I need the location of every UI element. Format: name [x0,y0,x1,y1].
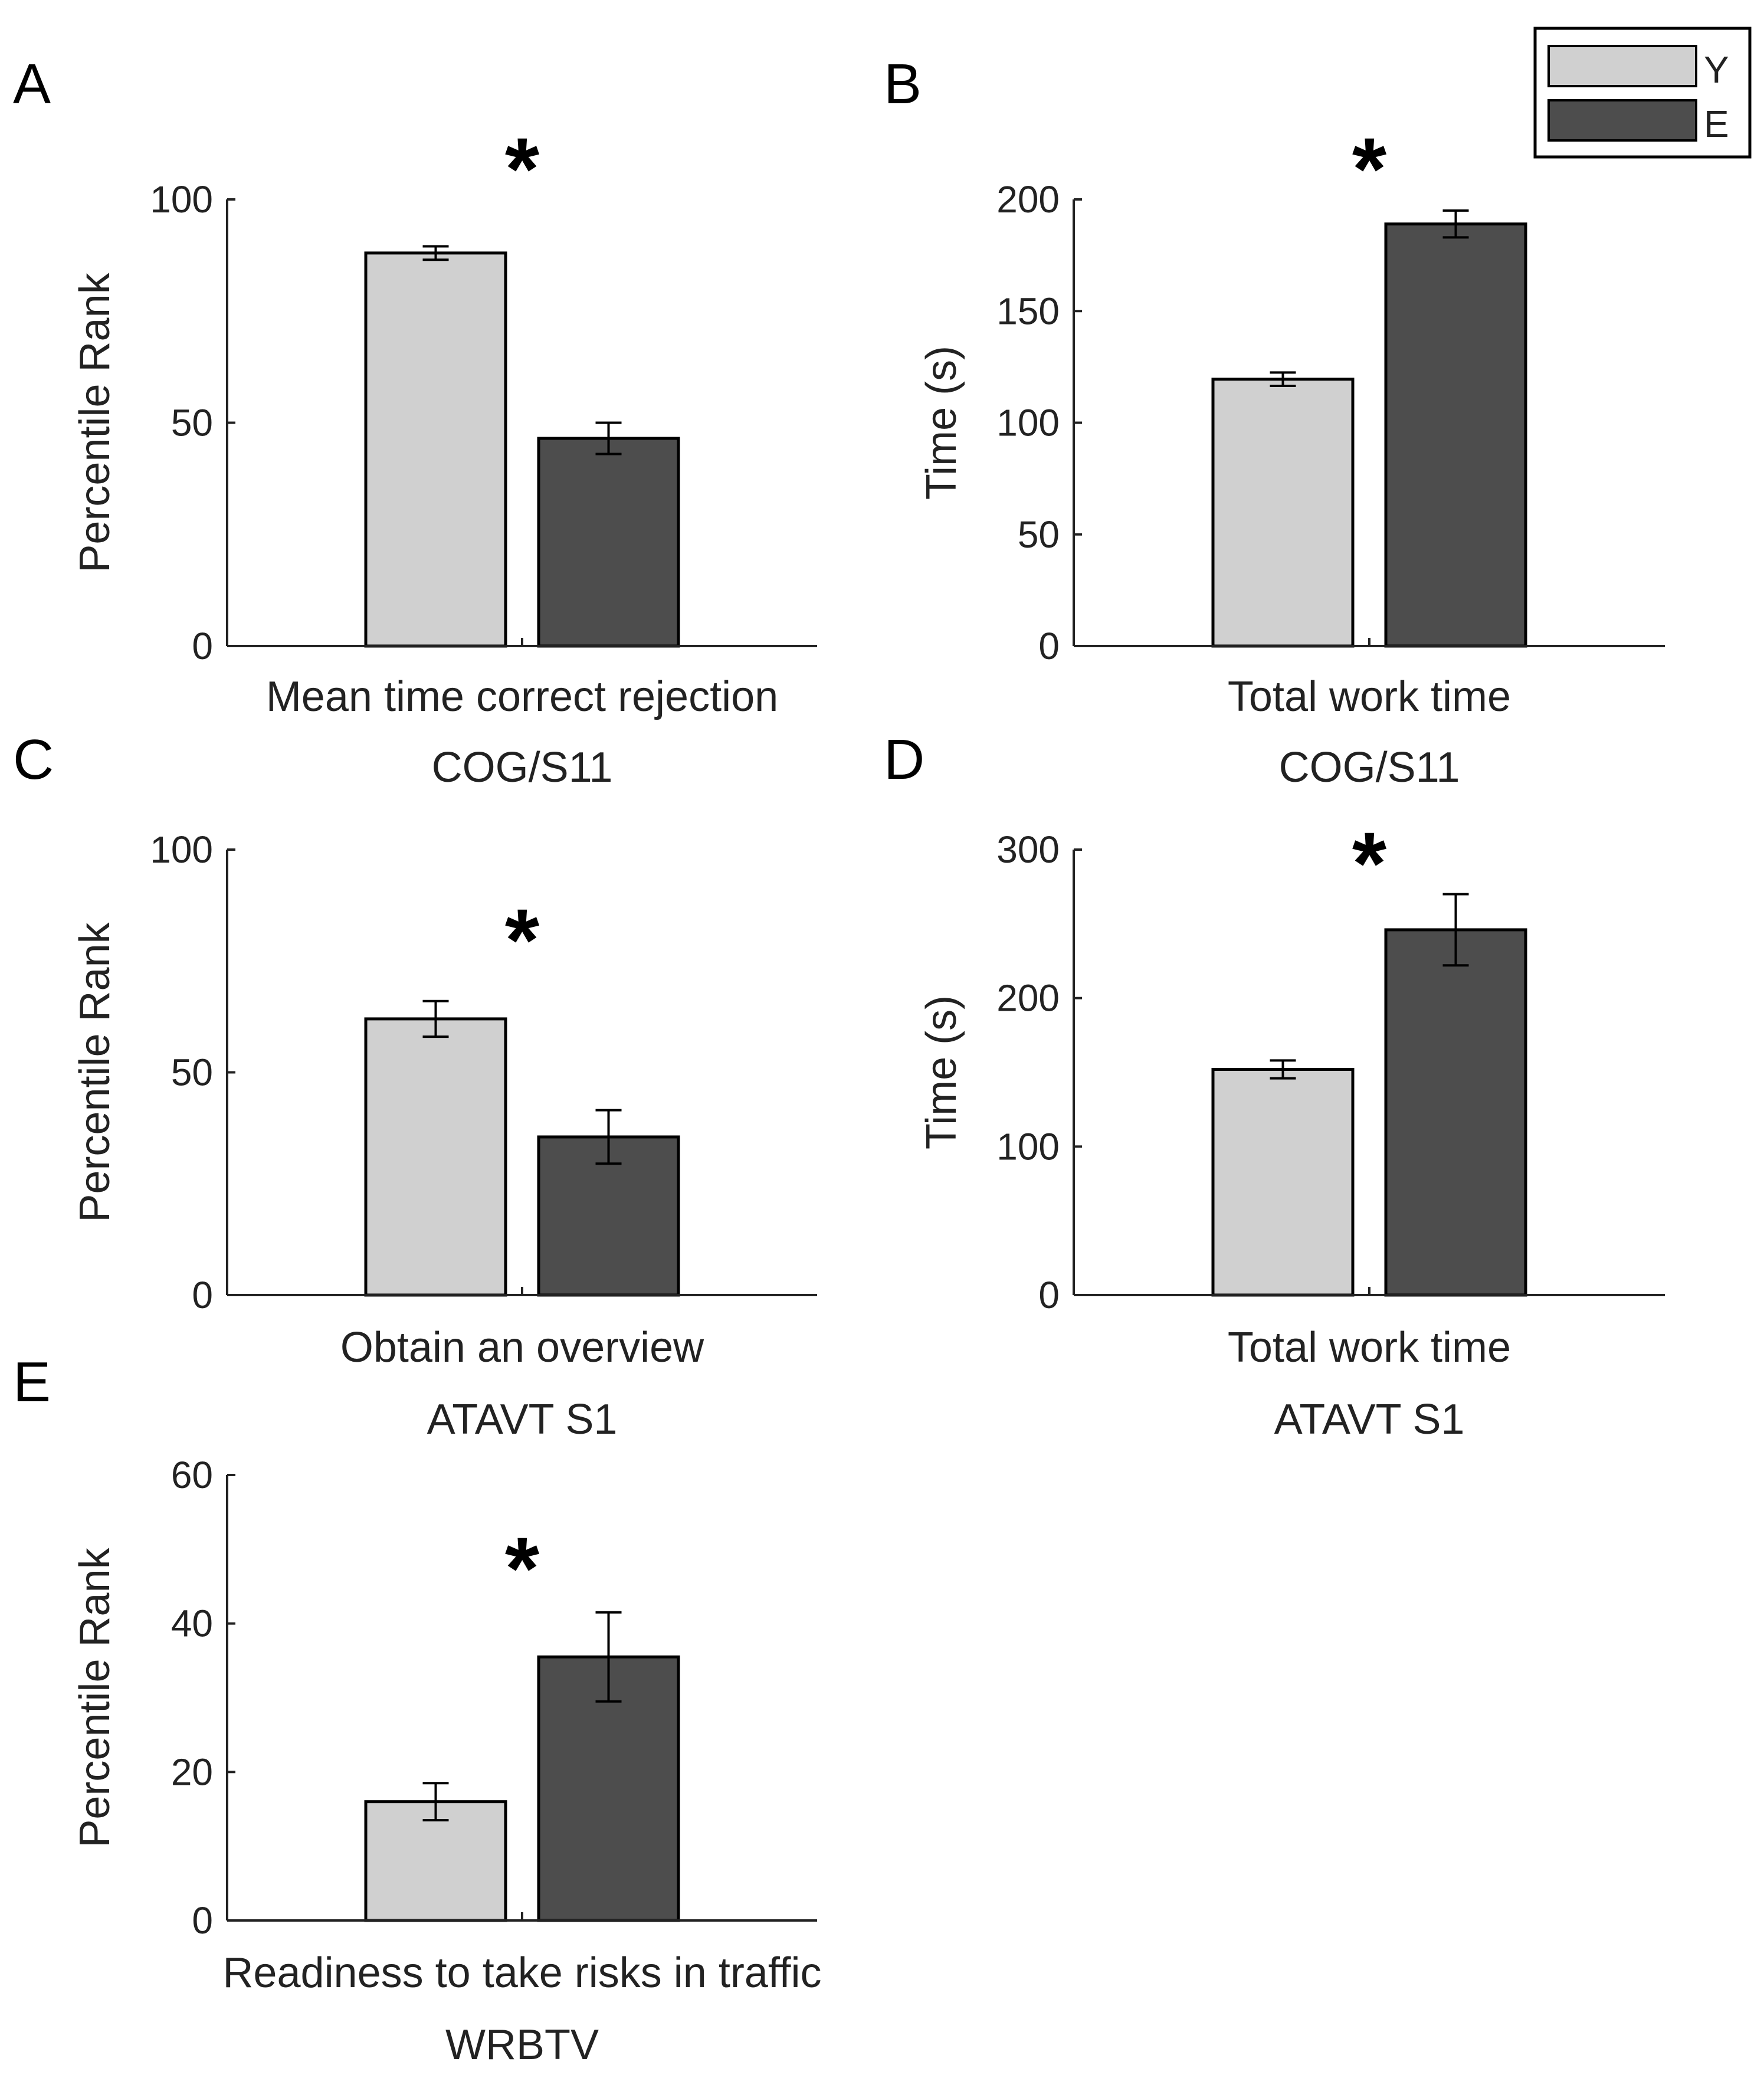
y-tick-label: 50 [1018,513,1060,556]
x-axis-sublabel: COG/S11 [432,744,613,791]
legend-swatch-e [1547,99,1697,142]
bar-e [1384,222,1527,648]
chart-panel-a: A 0 50 100 Percentile Rank Mean time correct … [13,53,817,791]
x-axis-sublabel: COG/S11 [1279,744,1460,791]
panel-letter: C [13,728,54,791]
y-tick-label: 50 [171,1051,213,1094]
chart-panel-b: B 0 50 100 150 200 Time (s) Total work time COG/… [884,53,1665,791]
bar-e [537,437,680,648]
error-bar-y [422,999,449,1038]
y-tick-label: 50 [171,402,213,444]
y-tick-label: 0 [192,1899,213,1942]
error-bar-e [1442,209,1469,239]
significance-marker: * [1352,119,1387,218]
error-bar-e [595,1611,622,1703]
y-tick-label: 40 [171,1602,213,1645]
significance-marker: * [505,890,540,989]
y-tick-label: 60 [171,1454,213,1496]
significance-marker: * [505,1519,540,1618]
x-axis-label: Obtain an overview [340,1324,704,1371]
y-tick-label: 300 [996,828,1060,871]
significance-marker: * [1352,814,1387,913]
bar-y [1211,1067,1355,1297]
error-bar-e [595,1109,622,1165]
error-bar-y [1270,1059,1296,1080]
bar-y [364,251,507,648]
x-axis-sublabel: WRBTV [445,2021,599,2069]
panel-letter: E [13,1351,51,1414]
chart-panel-e: E 0 20 40 60 Percentile Rank Readiness to take… [13,1351,822,2069]
bar-y [364,1800,507,1922]
error-bar-y [422,1782,449,1822]
y-axis-label: Percentile Rank [71,922,119,1222]
bar-e [1384,928,1527,1297]
y-tick-label: 150 [996,290,1060,332]
bar-y [364,1017,507,1297]
legend-label-y: Y [1704,48,1729,91]
x-axis-label: Mean time correct rejection [266,673,778,720]
chart-panel-d: D 0 100 200 300 Time (s) Total work time ATAVT … [884,728,1665,1443]
y-tick-label: 200 [996,178,1060,221]
y-axis-label: Time (s) [918,346,965,500]
y-axis-label: Percentile Rank [71,1547,119,1847]
y-tick-label: 100 [996,402,1060,444]
y-tick-label: 20 [171,1751,213,1793]
legend-swatch-y [1547,45,1697,87]
y-axis-label: Time (s) [918,995,965,1149]
x-axis-sublabel: ATAVT S1 [427,1396,618,1443]
error-bar-y [422,245,449,261]
bar-y [1211,378,1355,648]
y-tick-label: 0 [192,625,213,667]
legend: Y E [1533,27,1752,159]
y-tick-label: 200 [996,977,1060,1020]
error-bar-e [1442,893,1469,967]
y-tick-label: 0 [1038,1274,1060,1316]
panel-letter: B [884,53,922,116]
x-axis-label: Readiness to take risks in traffic [222,1949,821,1997]
y-tick-label: 100 [150,178,213,221]
y-axis-label: Percentile Rank [71,272,119,572]
significance-marker: * [505,119,540,218]
y-tick-label: 0 [192,1274,213,1316]
error-bar-e [595,421,622,455]
x-axis-label: Total work time [1228,673,1511,720]
legend-label-e: E [1704,103,1729,145]
y-tick-label: 100 [996,1125,1060,1168]
panel-letter: D [884,728,924,791]
y-tick-label: 100 [150,828,213,871]
chart-panel-c: C 0 50 100 Percentile Rank Obtain an overview… [13,728,817,1443]
y-tick-label: 0 [1038,625,1060,667]
panel-letter: A [13,53,51,116]
x-axis-label: Total work time [1228,1324,1511,1371]
x-axis-sublabel: ATAVT S1 [1274,1396,1465,1443]
error-bar-y [1270,371,1296,388]
